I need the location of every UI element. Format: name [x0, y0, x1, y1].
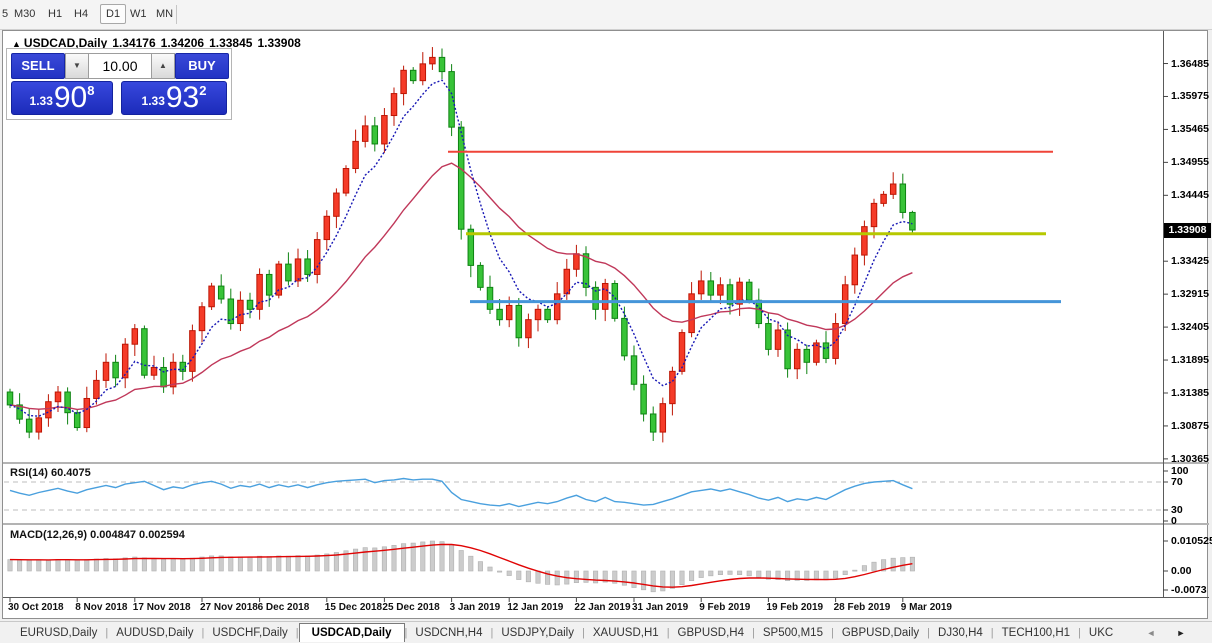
tab-dj30-h4[interactable]: DJ30,H4	[938, 626, 983, 639]
tab-separator: |	[490, 626, 494, 639]
volume-input[interactable]: 10.00	[89, 53, 151, 79]
buy-button[interactable]: BUY	[175, 53, 229, 79]
tab-usdjpy-daily[interactable]: USDJPY,Daily	[501, 626, 574, 639]
tab-audusd-daily[interactable]: AUDUSD,Daily	[116, 626, 194, 639]
buy-price-sup: 2	[199, 83, 207, 98]
rsi-pane	[4, 477, 1162, 511]
tab-separator: |	[1078, 626, 1081, 639]
macd-signal-line	[9, 543, 913, 588]
tab-eurusd-daily[interactable]: EURUSD,Daily	[20, 626, 98, 639]
buy-price-main: 93	[165, 81, 200, 114]
volume-increase-button[interactable]: ▲	[151, 53, 175, 79]
tab-separator: |	[752, 626, 755, 639]
candles	[6, 47, 916, 443]
scroll-tabs-left-button[interactable]: ◄	[1146, 628, 1156, 638]
tab-separator: |	[105, 626, 109, 639]
timeframe-button-d1[interactable]: D1	[100, 4, 127, 24]
buy-price-box[interactable]: 1.33 93 2	[121, 81, 227, 115]
timeframe-button-m30[interactable]: M30	[14, 8, 36, 20]
chevron-up-icon: ▲	[159, 61, 167, 70]
tab-usdcnh-h4[interactable]: USDCNH,H4	[415, 626, 483, 639]
tab-separator: |	[582, 626, 585, 639]
chart-tab-bar: EURUSD,Daily | AUDUSD,Daily | USDCHF,Daily | U…	[0, 621, 1212, 643]
toolbar-separator	[176, 5, 177, 24]
tab-sp500-m15[interactable]: SP500,M15	[762, 626, 823, 639]
rsi-line	[9, 477, 913, 508]
sell-price-box[interactable]: 1.33 90 8	[11, 81, 113, 115]
buy-price-prefix: 1.33	[141, 94, 165, 108]
tab-tech100-h1[interactable]: TECH100,H1	[1001, 626, 1071, 639]
tab-xauusd-h1[interactable]: XAUUSD,H1	[592, 626, 659, 639]
scroll-tabs-right-button[interactable]: ►	[1176, 628, 1186, 638]
tab-separator: |	[201, 626, 205, 639]
sell-button[interactable]: SELL	[11, 53, 65, 79]
timeframe-button-h1[interactable]: H1	[48, 8, 63, 20]
timeframe-button-5[interactable]: 5	[2, 8, 9, 20]
timeframe-button-w1[interactable]: W1	[130, 8, 147, 20]
tab-gbpusd-daily[interactable]: GBPUSD,Daily	[841, 626, 920, 639]
tab-separator: |	[666, 626, 670, 639]
moving-averages	[9, 79, 913, 417]
ma-slow-line	[9, 162, 913, 411]
tab-ukc[interactable]: UKC	[1088, 626, 1114, 639]
timeframe-toolbar: 5 M30 H1 H4 D1 W1 MN	[0, 0, 1212, 30]
timeframe-button-h4[interactable]: H4	[74, 8, 89, 20]
sell-price-prefix: 1.33	[29, 94, 53, 108]
tab-separator: |	[830, 626, 834, 639]
tab-separator: |	[927, 626, 931, 639]
chevron-down-icon: ▼	[73, 61, 81, 70]
timeframe-button-mn[interactable]: MN	[156, 8, 174, 20]
tab-usdchf-daily[interactable]: USDCHF,Daily	[212, 626, 288, 639]
tab-separator: |	[990, 626, 994, 639]
tab-separator: |	[295, 626, 299, 639]
tab-usdcad-daily[interactable]: USDCAD,Daily	[298, 623, 405, 642]
tab-gbpusd-h4[interactable]: GBPUSD,H4	[677, 626, 745, 639]
sell-price-main: 90	[53, 81, 88, 114]
sell-price-sup: 8	[87, 83, 95, 98]
volume-decrease-button[interactable]: ▼	[65, 53, 89, 79]
ma-fast-line	[9, 79, 913, 417]
tab-separator: |	[404, 626, 408, 639]
one-click-trading-panel: SELL ▼ 10.00 ▲ BUY 1.33 90 8 1.33 93 2	[6, 48, 232, 120]
macd-pane	[7, 540, 915, 593]
